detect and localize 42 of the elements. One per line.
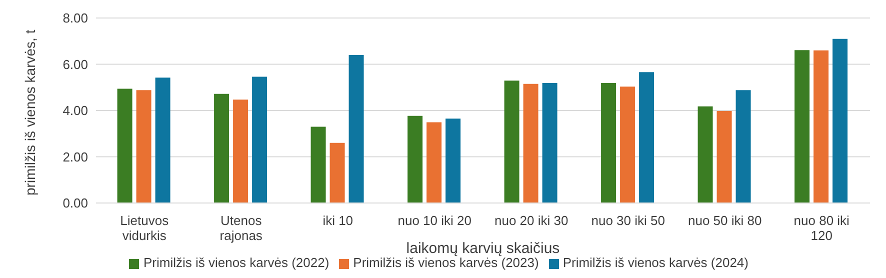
x-tick-label: nuo 50 iki 80: [688, 213, 762, 228]
bar: [523, 84, 538, 203]
bar: [348, 55, 364, 203]
x-tick-label: Utenos rajonas: [220, 213, 263, 243]
bar: [601, 82, 616, 203]
y-tick-label: 8.00: [62, 10, 88, 26]
bar: [330, 142, 345, 203]
bar: [504, 80, 520, 203]
bar: [620, 86, 636, 203]
bar: [214, 94, 230, 203]
bar: [117, 88, 132, 203]
y-axis-title: primilžis iš vienos karvės, t: [22, 30, 38, 196]
bar: [736, 90, 751, 203]
bar: [698, 106, 713, 203]
bar: [716, 110, 732, 203]
bar: [446, 118, 461, 203]
bar: [542, 82, 558, 203]
x-tick-label: iki 10: [322, 213, 354, 228]
legend-label: Primilžis iš vienos karvės (2023): [353, 255, 539, 270]
x-tick-label: nuo 80 iki 120: [794, 213, 850, 243]
y-tick-label: 6.00: [62, 56, 88, 72]
bar: [155, 78, 170, 203]
bar: [426, 122, 442, 203]
bar: [794, 50, 810, 203]
x-tick-label: nuo 20 iki 30: [494, 213, 568, 228]
bar: [310, 126, 326, 203]
legend-label: Primilžis iš vienos karvės (2024): [562, 255, 748, 270]
bar: [814, 50, 829, 203]
bar: [408, 116, 423, 203]
x-tick-label: Lietuvos vidurkis: [120, 213, 170, 243]
x-axis-title: laikomų karvių skaičius: [406, 240, 560, 257]
bar: [639, 72, 654, 203]
legend-label: Primilžis iš vienos karvės (2022): [143, 255, 330, 270]
bar: [233, 100, 248, 203]
bar: [832, 38, 848, 203]
x-tick-label: nuo 10 iki 20: [398, 213, 472, 228]
bar: [252, 76, 268, 203]
y-tick-label: 0.00: [62, 196, 88, 211]
y-tick-label: 2.00: [62, 149, 88, 164]
bar: [136, 90, 152, 203]
y-tick-label: 4.00: [62, 103, 88, 118]
x-tick-label: nuo 30 iki 50: [591, 213, 665, 228]
